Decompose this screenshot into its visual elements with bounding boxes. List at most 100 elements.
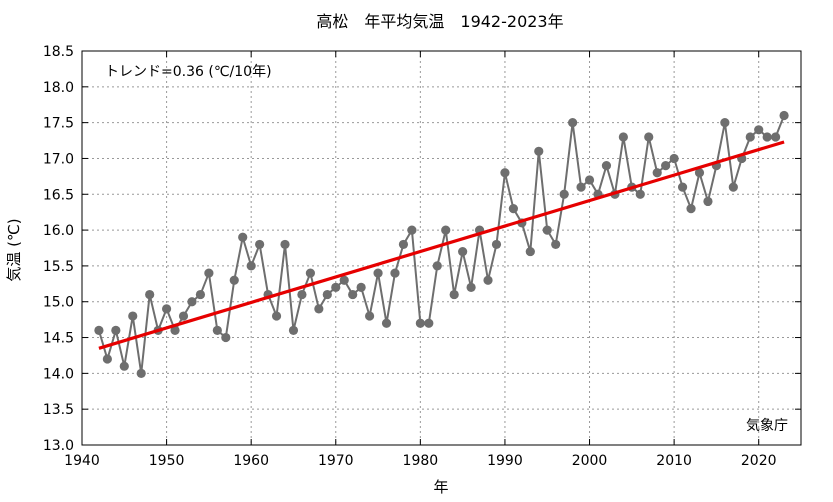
data-point bbox=[771, 132, 781, 142]
data-point bbox=[779, 110, 789, 121]
y-tick-label: 15.0 bbox=[43, 295, 74, 311]
x-tick-label: 1960 bbox=[233, 453, 269, 469]
data-point bbox=[424, 318, 434, 328]
y-tick-label: 13.5 bbox=[43, 402, 74, 418]
data-point bbox=[694, 168, 705, 178]
data-point bbox=[415, 318, 425, 328]
y-tick-label: 15.5 bbox=[43, 259, 74, 275]
data-point bbox=[94, 325, 104, 335]
data-point bbox=[576, 182, 586, 192]
data-point bbox=[255, 239, 265, 250]
x-tick-label: 2020 bbox=[741, 453, 777, 469]
data-point bbox=[661, 161, 671, 171]
x-tick-label: 1980 bbox=[403, 453, 439, 469]
data-point bbox=[271, 311, 282, 321]
data-point bbox=[170, 325, 180, 335]
data-point bbox=[365, 311, 375, 321]
data-point bbox=[584, 175, 595, 185]
data-point bbox=[111, 325, 121, 335]
data-point bbox=[238, 232, 248, 242]
data-point bbox=[119, 361, 129, 371]
y-tick-label: 14.5 bbox=[43, 331, 74, 347]
trend-layer bbox=[98, 140, 785, 350]
data-point bbox=[229, 275, 239, 285]
x-tick-label: 1940 bbox=[64, 453, 100, 469]
x-axis-label: 年 bbox=[433, 478, 448, 496]
y-axis-label: 気温 (℃) bbox=[5, 218, 23, 281]
data-point bbox=[508, 204, 518, 214]
data-point bbox=[331, 282, 341, 292]
source-label: 気象庁 bbox=[746, 418, 788, 434]
data-point bbox=[381, 318, 392, 328]
data-point bbox=[356, 282, 366, 292]
data-point bbox=[314, 304, 324, 314]
data-point bbox=[128, 311, 138, 321]
data-point bbox=[339, 275, 349, 285]
data-point bbox=[145, 289, 155, 300]
data-point bbox=[441, 225, 451, 235]
data-point bbox=[559, 189, 569, 199]
x-tick-label: 1990 bbox=[487, 453, 523, 469]
y-tick-label: 18.0 bbox=[43, 80, 74, 96]
data-point bbox=[677, 182, 688, 192]
data-point bbox=[322, 289, 332, 300]
data-point bbox=[568, 118, 578, 128]
data-point bbox=[669, 153, 679, 164]
y-ticks: 13.0 13.5 14.0 14.5 15.0 15.5 16.0 16.5 17.0 17.5… bbox=[43, 44, 801, 454]
data-point bbox=[551, 239, 561, 250]
data-point bbox=[178, 311, 189, 321]
x-tick-label: 1950 bbox=[149, 453, 185, 469]
y-tick-label: 16.5 bbox=[43, 187, 74, 203]
data-point bbox=[500, 168, 510, 178]
data-point bbox=[745, 132, 755, 142]
data-point bbox=[212, 325, 222, 335]
y-tick-label: 14.0 bbox=[43, 366, 74, 382]
grid bbox=[82, 51, 801, 445]
data-point bbox=[534, 146, 544, 156]
data-point bbox=[728, 182, 738, 192]
data-point bbox=[161, 304, 172, 314]
data-point bbox=[390, 268, 400, 278]
data-point bbox=[373, 268, 383, 278]
data-point bbox=[348, 289, 358, 300]
data-point bbox=[601, 161, 612, 171]
data-point bbox=[398, 239, 409, 250]
data-point bbox=[525, 246, 535, 257]
data-point bbox=[297, 289, 307, 300]
y-tick-label: 13.0 bbox=[43, 438, 74, 454]
data-point bbox=[221, 332, 231, 343]
x-tick-label: 2000 bbox=[572, 453, 608, 469]
data-point bbox=[246, 261, 256, 271]
data-point bbox=[618, 132, 628, 142]
y-tick-label: 18.5 bbox=[43, 44, 74, 60]
data-point bbox=[635, 189, 645, 199]
y-tick-label: 17.5 bbox=[43, 116, 74, 132]
data-point bbox=[542, 225, 552, 235]
data-point bbox=[102, 354, 112, 364]
series-line bbox=[97, 115, 786, 374]
data-point bbox=[652, 168, 662, 178]
data-point bbox=[136, 368, 146, 378]
plot-frame bbox=[81, 50, 802, 446]
x-tick-label: 1970 bbox=[318, 453, 354, 469]
data-point bbox=[407, 225, 417, 235]
chart-title: 高松 年平均気温 1942-2023年 bbox=[316, 12, 563, 31]
data-point bbox=[204, 268, 214, 278]
data-point bbox=[762, 132, 772, 142]
data-point bbox=[449, 289, 459, 300]
data-point bbox=[195, 289, 206, 300]
data-point bbox=[686, 204, 696, 214]
trend-line bbox=[98, 140, 785, 350]
x-tick-label: 2010 bbox=[656, 453, 692, 469]
x-ticks: 1940 1950 1960 1970 1980 1990 2000 2010 2020 bbox=[64, 51, 777, 469]
data-point bbox=[491, 239, 502, 250]
y-tick-label: 17.0 bbox=[43, 151, 74, 167]
data-point bbox=[644, 132, 654, 142]
series-layer bbox=[94, 110, 789, 378]
data-point bbox=[466, 282, 476, 292]
data-point bbox=[432, 261, 442, 271]
trend-annotation: トレンド=0.36 (℃/10年) bbox=[105, 64, 272, 80]
data-point bbox=[458, 246, 468, 257]
